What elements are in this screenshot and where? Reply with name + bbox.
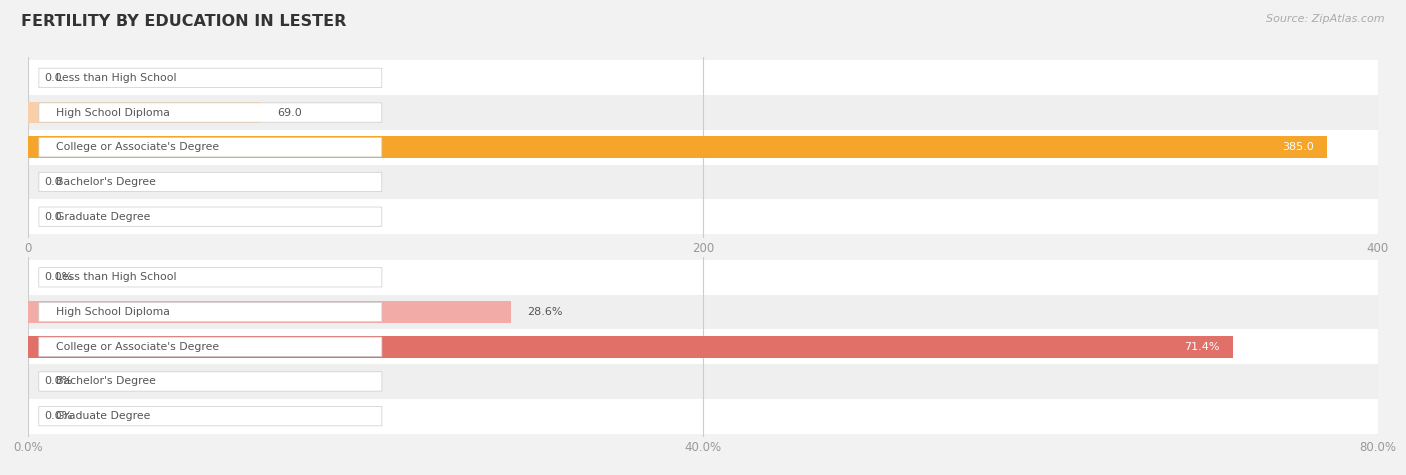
Bar — [28, 136, 1327, 158]
Bar — [28, 399, 1378, 434]
Bar — [28, 301, 510, 323]
Text: High School Diploma: High School Diploma — [56, 107, 170, 117]
Bar — [28, 130, 1378, 165]
Text: College or Associate's Degree: College or Associate's Degree — [56, 142, 219, 152]
Text: High School Diploma: High School Diploma — [56, 307, 170, 317]
Text: 69.0: 69.0 — [277, 107, 302, 117]
Bar — [28, 329, 1378, 364]
Text: 0.0: 0.0 — [45, 212, 62, 222]
FancyBboxPatch shape — [39, 268, 382, 287]
FancyBboxPatch shape — [39, 207, 382, 226]
Text: College or Associate's Degree: College or Associate's Degree — [56, 342, 219, 352]
Text: Bachelor's Degree: Bachelor's Degree — [56, 377, 156, 387]
Text: Less than High School: Less than High School — [56, 73, 177, 83]
FancyBboxPatch shape — [39, 68, 382, 87]
Text: 28.6%: 28.6% — [527, 307, 562, 317]
Text: Source: ZipAtlas.com: Source: ZipAtlas.com — [1267, 14, 1385, 24]
Bar — [28, 200, 1378, 234]
Text: 71.4%: 71.4% — [1184, 342, 1219, 352]
FancyBboxPatch shape — [39, 138, 382, 157]
FancyBboxPatch shape — [39, 372, 382, 391]
Text: 0.0: 0.0 — [45, 73, 62, 83]
FancyBboxPatch shape — [39, 103, 382, 122]
Bar — [28, 165, 1378, 200]
Text: Graduate Degree: Graduate Degree — [56, 212, 150, 222]
Text: 0.0: 0.0 — [45, 177, 62, 187]
Text: Bachelor's Degree: Bachelor's Degree — [56, 177, 156, 187]
FancyBboxPatch shape — [39, 407, 382, 426]
Bar — [28, 364, 1378, 399]
Text: 0.0%: 0.0% — [45, 411, 73, 421]
Bar — [28, 294, 1378, 329]
Text: Graduate Degree: Graduate Degree — [56, 411, 150, 421]
Text: 0.0%: 0.0% — [45, 272, 73, 282]
Bar — [28, 260, 1378, 294]
FancyBboxPatch shape — [39, 337, 382, 356]
Bar — [28, 336, 1233, 358]
Text: FERTILITY BY EDUCATION IN LESTER: FERTILITY BY EDUCATION IN LESTER — [21, 14, 346, 29]
Bar — [28, 60, 1378, 95]
Text: 0.0%: 0.0% — [45, 377, 73, 387]
Bar — [28, 95, 1378, 130]
FancyBboxPatch shape — [39, 303, 382, 322]
Text: 385.0: 385.0 — [1282, 142, 1313, 152]
Bar — [28, 102, 262, 124]
Text: Less than High School: Less than High School — [56, 272, 177, 282]
FancyBboxPatch shape — [39, 172, 382, 191]
